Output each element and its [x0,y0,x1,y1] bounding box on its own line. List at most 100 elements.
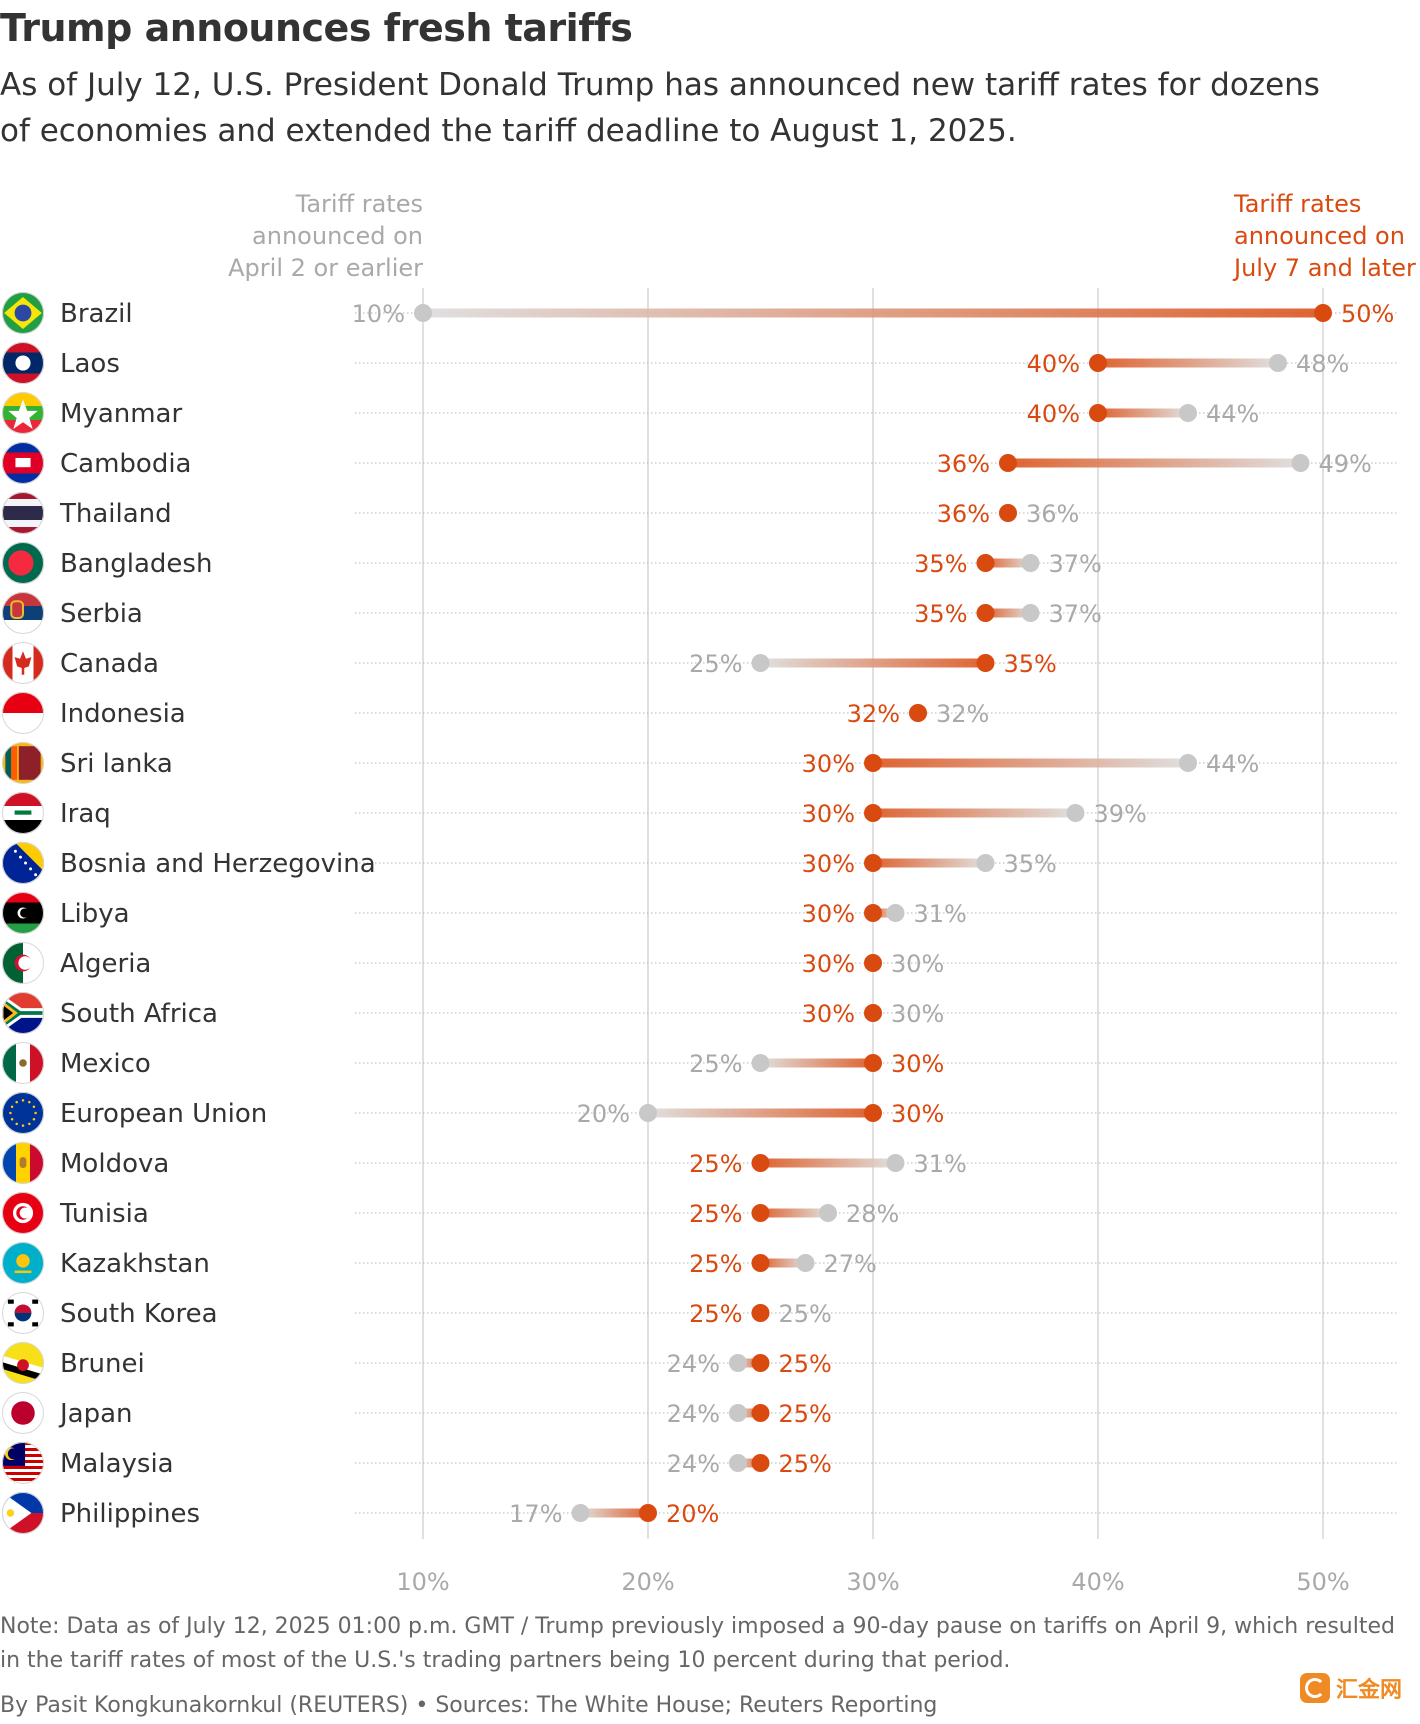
table-row: Iraq 39% 30% [2,792,1398,834]
footnote: Note: Data as of July 12, 2025 01:00 p.m… [0,1614,1395,1673]
country-label: Iraq [60,799,111,829]
new-rate-label: 50% [1341,300,1394,328]
x-tick-label: 20% [621,1568,674,1596]
new-rate-point [864,754,882,772]
x-tick-label: 50% [1296,1568,1349,1596]
country-label: Malaysia [60,1449,174,1479]
old-rate-point [571,1504,590,1522]
new-rate-point [1089,354,1107,372]
old-rate-point [729,1354,747,1372]
brunei-flag [2,1342,44,1384]
table-row: Serbia 37% 35% [2,592,1398,634]
canada-flag [2,642,44,684]
table-row: Moldova 31% 25% [2,1142,1398,1184]
country-label: Serbia [60,599,143,629]
country-label: Philippines [60,1499,200,1529]
new-rate-label: 25% [779,1350,832,1378]
country-label: Thailand [59,499,172,529]
cambodia-flag [2,442,44,484]
japan-flag [2,1392,44,1434]
table-row: Philippines 17% 20% [2,1492,1398,1534]
country-label: Bosnia and Herzegovina [60,849,376,879]
old-rate-point [1021,604,1040,622]
laos-flag [2,342,44,384]
mexico-flag [2,1042,44,1084]
old-rate-point [886,1154,905,1172]
new-rate-label: 30% [891,1050,944,1078]
new-rate-point [751,1454,770,1472]
table-row: Algeria 30% 30% [2,942,1398,984]
series-label-old: April 2 or earlier [228,254,423,282]
country-label: Laos [60,349,120,379]
new-rate-label: 25% [689,1300,742,1328]
old-rate-label: 39% [1094,800,1147,828]
x-tick-label: 40% [1071,1568,1124,1596]
new-rate-point [976,554,995,572]
old-rate-point [886,904,905,922]
series-header-layer: Tariff rates announced on April 2 or earli… [228,190,1416,282]
x-axis-ticks: 10% 20% 30% 40% 50% [396,1568,1349,1596]
country-label: Bangladesh [60,549,212,579]
country-label: South Korea [60,1299,218,1329]
new-rate-label: 36% [937,450,990,478]
x-tick-label: 10% [396,1568,449,1596]
country-label: Brunei [60,1349,145,1379]
old-rate-point [796,1254,815,1272]
table-row: Canada 25% 35% [2,642,1398,684]
new-rate-point [976,604,995,622]
old-rate-label: 30% [891,1000,944,1028]
new-rate-point [639,1504,657,1522]
old-rate-label: 25% [689,1050,742,1078]
new-rate-point [864,904,882,922]
new-rate-label: 20% [666,1500,719,1528]
credit-line: By Pasit Kongkunakornkul (REUTERS) • Sou… [0,1693,938,1718]
old-rate-label: 24% [667,1350,720,1378]
country-label: Cambodia [60,449,192,479]
old-rate-label: 24% [667,1450,720,1478]
malaysia-flag [2,1442,44,1484]
old-rate-label: 37% [1049,600,1102,628]
old-rate-label: 48% [1296,350,1349,378]
new-rate-point [999,454,1017,472]
moldova-flag [2,1142,44,1184]
new-rate-label: 32% [847,700,900,728]
new-rate-label: 30% [802,800,855,828]
old-rate-point [1269,354,1287,372]
eu-flag [2,1092,44,1134]
old-rate-label: 44% [1206,400,1259,428]
new-rate-point [864,804,882,822]
old-rate-point [1066,804,1085,822]
watermark-text: 汇金网 [1336,1678,1403,1703]
old-rate-point [751,1054,770,1072]
libya-flag [2,892,44,934]
old-rate-label: 31% [914,1150,967,1178]
new-rate-label: 35% [914,600,967,628]
new-rate-label: 30% [802,900,855,928]
bosnia-flag [2,842,44,884]
country-label: Algeria [60,949,151,979]
watermark: 汇金网 [1300,1670,1412,1706]
country-label: Canada [60,649,159,679]
table-row: Myanmar 44% 40% [2,392,1398,434]
country-label: Moldova [60,1149,169,1179]
brazil-flag [2,292,44,334]
series-label-new: announced on [1234,222,1405,250]
new-rate-label: 40% [1027,350,1080,378]
tunisia-flag [2,1192,44,1234]
watermark-logo-icon [1300,1673,1330,1703]
old-rate-label: 32% [936,700,989,728]
new-rate-point [999,504,1017,522]
country-label: Mexico [60,1049,151,1079]
iraq-flag [2,792,44,834]
new-rate-label: 35% [1004,650,1057,678]
new-rate-point [751,1154,770,1172]
new-rate-label: 36% [937,500,990,528]
old-rate-label: 27% [824,1250,877,1278]
new-rate-point [909,704,927,722]
old-rate-label: 25% [689,650,742,678]
new-rate-label: 35% [914,550,967,578]
old-rate-point [1291,454,1310,472]
myanmar-flag [2,392,44,434]
new-rate-point [864,1004,882,1022]
new-rate-point [864,1054,882,1072]
